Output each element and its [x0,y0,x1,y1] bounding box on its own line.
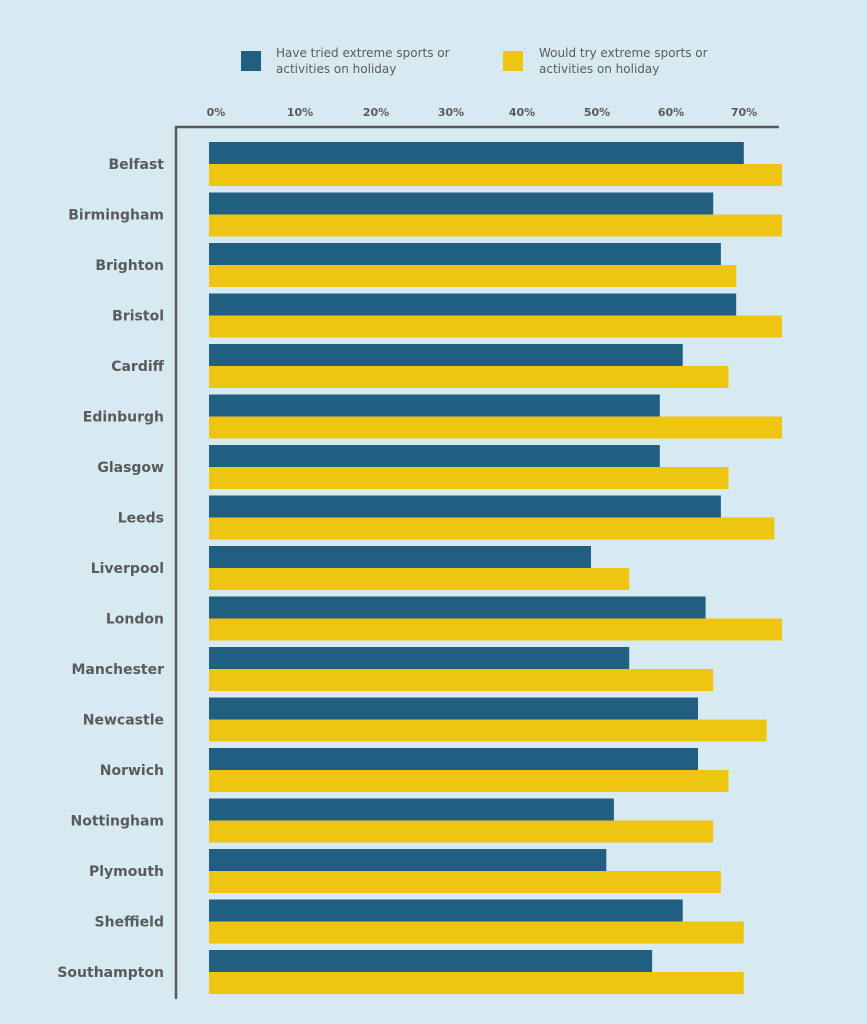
bar-have-tried-manchester [209,647,630,669]
category-label: London [106,612,164,628]
bar-would-try-edinburgh [209,416,782,439]
legend-label-line: Have tried extreme sports or [276,46,450,60]
bar-have-tried-plymouth [209,849,607,871]
x-tick-label: 0% [207,106,226,119]
bar-would-try-birmingham [209,214,782,237]
bar-have-tried-belfast [209,142,744,164]
bar-have-tried-london [209,596,706,619]
bar-have-tried-liverpool [209,546,591,568]
bar-have-tried-sheffield [209,899,683,922]
bar-have-tried-birmingham [209,192,714,215]
x-tick-label: 20% [363,106,389,119]
x-tick-label: 10% [287,106,313,119]
category-label: Edinburgh [83,410,164,426]
category-label: Southampton [57,965,164,981]
bar-would-try-southampton [209,972,744,994]
legend-label-line: Would try extreme sports or [539,46,708,60]
bar-would-try-nottingham [209,820,714,843]
bar-would-try-plymouth [209,871,721,893]
bar-would-try-norwich [209,770,729,792]
bar-would-try-leeds [209,517,775,540]
category-label: Newcastle [83,713,164,729]
bar-have-tried-brighton [209,243,721,265]
category-label: Cardiff [111,359,164,375]
category-label: Belfast [108,157,164,173]
bar-would-try-belfast [209,164,782,186]
legend-label-have-tried: Have tried extreme sports or activities … [276,45,476,77]
bar-would-try-brighton [209,265,737,287]
category-label: Sheffield [95,915,164,931]
category-label: Glasgow [97,460,164,476]
bar-have-tried-leeds [209,495,721,518]
axes [174,125,779,999]
bar-have-tried-southampton [209,950,653,972]
category-labels: Belfast Birmingham Brighton Bristol Cardiff E… [57,157,164,981]
bar-would-try-bristol [209,315,782,338]
legend-label-would-try: Would try extreme sports or activities o… [539,45,739,77]
legend-swatch-would-try [503,51,523,71]
category-label: Bristol [112,309,164,325]
category-label: Nottingham [70,814,164,830]
bars [209,142,782,994]
legend-swatch-have-tried [241,51,261,71]
bar-have-tried-nottingham [209,798,614,821]
category-label: Brighton [95,258,164,274]
category-label: Birmingham [68,208,164,224]
bar-have-tried-glasgow [209,445,660,467]
category-label: Leeds [118,511,164,527]
bar-would-try-newcastle [209,719,767,742]
category-label: Norwich [100,763,164,779]
bar-have-tried-newcastle [209,697,698,720]
bar-would-try-london [209,618,782,641]
legend-label-line: activities on holiday [276,62,397,76]
x-tick-label: 30% [438,106,464,119]
bar-would-try-sheffield [209,921,744,944]
bar-would-try-manchester [209,669,714,691]
bar-have-tried-norwich [209,748,698,770]
x-tick-label: 40% [509,106,535,119]
category-label: Liverpool [91,561,164,577]
bar-have-tried-edinburgh [209,394,660,417]
bar-have-tried-cardiff [209,344,683,366]
bar-have-tried-bristol [209,293,737,316]
x-tick-label: 70% [731,106,757,119]
category-label: Plymouth [89,864,164,880]
legend-label-line: activities on holiday [539,62,660,76]
bar-would-try-liverpool [209,568,630,590]
x-tick-label: 50% [584,106,610,119]
bar-would-try-glasgow [209,467,729,489]
category-label: Manchester [71,662,164,678]
x-axis-ticks: 0% 10% 20% 30% 40% 50% 60% 70% [207,106,758,119]
bar-would-try-cardiff [209,366,729,388]
x-tick-label: 60% [658,106,684,119]
